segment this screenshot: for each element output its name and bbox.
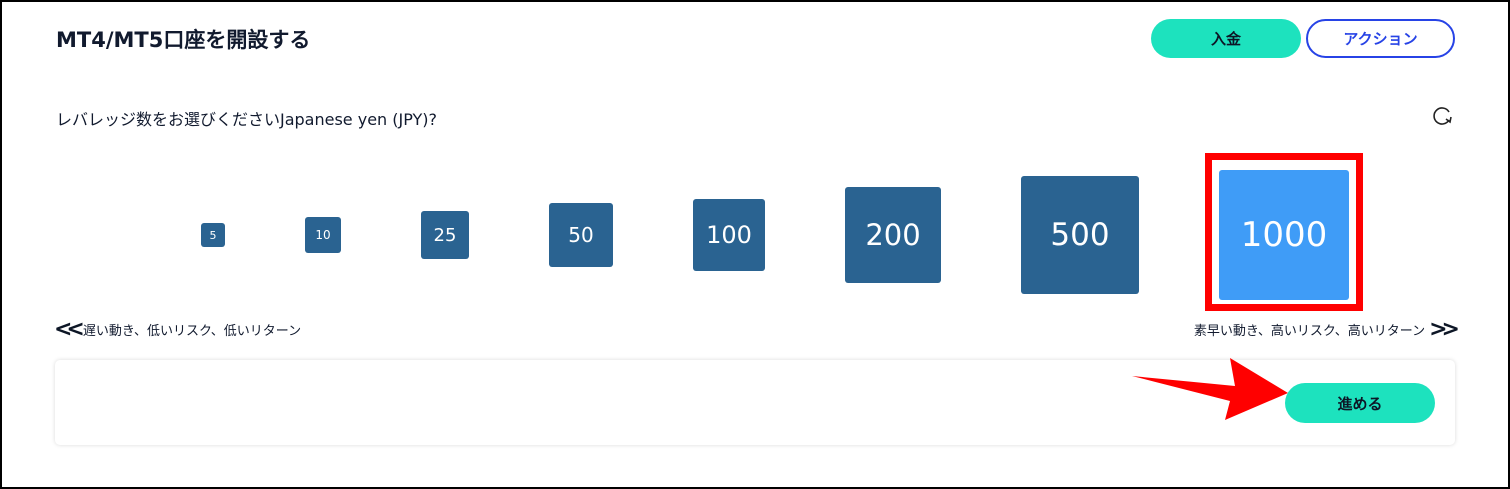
high-risk-hint: 素早い動き、高いリスク、高いリターン >> [1193, 317, 1460, 342]
next-button[interactable]: 進める [1285, 383, 1435, 423]
page-title: MT4/MT5口座を開設する [56, 28, 311, 52]
leverage-option-5[interactable]: 5 [201, 223, 225, 247]
refresh-icon[interactable] [1432, 105, 1454, 127]
footer-panel [55, 360, 1455, 445]
leverage-option-50[interactable]: 50 [549, 203, 613, 267]
annotation-highlight-box [1205, 153, 1363, 311]
action-button[interactable]: アクション [1306, 19, 1455, 58]
leverage-option-10[interactable]: 10 [305, 217, 341, 253]
annotation-arrow-icon [1132, 358, 1288, 420]
double-chevron-left-icon: << [54, 317, 85, 342]
leverage-option-1000[interactable]: 1000 [1219, 170, 1349, 300]
leverage-option-500[interactable]: 500 [1021, 176, 1139, 294]
double-chevron-right-icon: >> [1429, 317, 1460, 342]
low-risk-hint: << 遅い動き、低いリスク、低いリターン [54, 317, 301, 342]
low-risk-label: 遅い動き、低いリスク、低いリターン [82, 324, 302, 339]
leverage-option-100[interactable]: 100 [693, 199, 765, 271]
leverage-option-200[interactable]: 200 [845, 187, 941, 283]
leverage-option-25[interactable]: 25 [421, 211, 469, 259]
high-risk-label: 素早い動き、高いリスク、高いリターン [1193, 324, 1426, 339]
deposit-button[interactable]: 入金 [1151, 19, 1301, 58]
leverage-question: レバレッジ数をお選びくださいJapanese yen (JPY)? [56, 110, 438, 129]
